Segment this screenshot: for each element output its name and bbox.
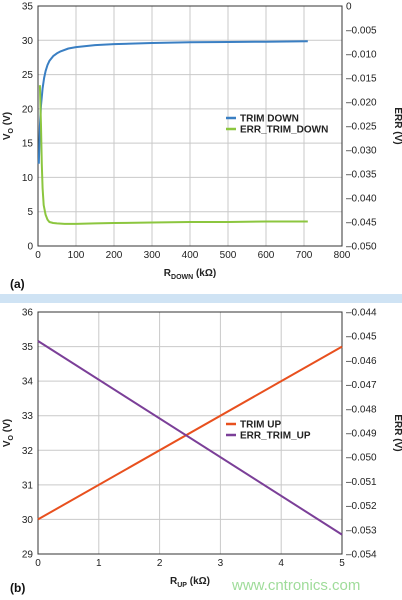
y-right-tick-label: –0.050	[346, 242, 377, 253]
y-left-tick-label: 5	[27, 207, 33, 218]
y-left-tick-label: 30	[22, 515, 34, 526]
y-right-tick-label: –0.053	[346, 525, 377, 536]
y-right-tick-label: –0.044	[346, 308, 377, 319]
y-left-axis-label-main: V	[2, 440, 13, 447]
y-left-tick-label: 35	[22, 342, 34, 353]
x-tick-label: 600	[258, 250, 275, 261]
y-left-axis-label-unit: (V)	[2, 112, 13, 128]
y-right-tick-label: –0.045	[346, 218, 377, 229]
legend-label: ERR_TRIM_DOWN	[240, 125, 328, 136]
series-line-trim-down	[37, 40, 308, 164]
y-left-tick-label: 29	[22, 550, 34, 561]
y-right-axis-label: ERR (V)	[392, 107, 402, 144]
y-right-tick-label: –0.030	[346, 146, 377, 157]
y-right-tick-label: –0.054	[346, 550, 377, 561]
y-right-axis-label: ERR (V)	[392, 414, 402, 451]
y-left-tick-label: 34	[22, 377, 34, 388]
legend-label: TRIM DOWN	[240, 114, 299, 125]
y-left-axis-label-sub: O	[8, 434, 15, 440]
legend-label: ERR_TRIM_UP	[240, 431, 311, 442]
y-right-tick-label: –0.045	[346, 332, 377, 343]
y-right-tick-label: –0.040	[346, 194, 377, 205]
x-tick-label: 3	[218, 558, 224, 569]
panel-divider	[0, 294, 402, 303]
y-right-tick-label: –0.051	[346, 477, 377, 488]
x-axis-label-sub: DOWN	[171, 274, 193, 281]
x-tick-label: 2	[157, 558, 163, 569]
y-right-tick-label: –0.025	[346, 122, 377, 133]
y-left-tick-label: 25	[22, 70, 34, 81]
y-right-tick-label: –0.047	[346, 380, 377, 391]
y-left-tick-label: 32	[22, 446, 34, 457]
y-left-axis-label-sub: O	[8, 127, 15, 133]
x-axis-label-main: R	[164, 268, 172, 279]
x-tick-label: 1	[96, 558, 102, 569]
x-axis-label: RDOWN (kΩ)	[164, 268, 216, 281]
y-left-tick-label: 36	[22, 308, 34, 319]
x-axis-label-unit: (kΩ)	[187, 576, 210, 587]
y-left-tick-label: 35	[22, 2, 34, 13]
y-right-tick-label: –0.050	[346, 453, 377, 464]
y-right-tick-label: –0.020	[346, 98, 377, 109]
x-axis-label: RUP (kΩ)	[170, 576, 210, 589]
panel-label-a: (a)	[10, 277, 25, 291]
x-tick-label: 100	[68, 250, 85, 261]
y-left-axis-label-unit: (V)	[2, 419, 13, 435]
y-right-tick-label: –0.010	[346, 50, 377, 61]
y-left-tick-label: 33	[22, 411, 34, 422]
x-tick-label: 0	[35, 250, 41, 261]
y-left-tick-label: 0	[27, 242, 33, 253]
x-tick-label: 800	[334, 250, 351, 261]
y-right-tick-label: 0	[346, 2, 352, 13]
y-right-tick-label: –0.015	[346, 74, 377, 85]
series-line-trim-up	[37, 345, 343, 521]
y-right-tick-label: –0.005	[346, 26, 377, 37]
x-tick-label: 700	[296, 250, 313, 261]
x-tick-label: 4	[278, 558, 284, 569]
x-tick-label: 5	[339, 558, 345, 569]
series-line-err-trim-up	[37, 340, 343, 536]
x-axis-label-main: R	[170, 576, 178, 587]
y-right-tick-label: –0.052	[346, 501, 377, 512]
x-tick-label: 400	[182, 250, 199, 261]
x-tick-label: 500	[220, 250, 237, 261]
y-left-tick-label: 20	[22, 104, 34, 115]
y-left-axis-label-main: V	[2, 133, 13, 140]
y-right-tick-label: –0.049	[346, 429, 377, 440]
y-left-axis-label: VO (V)	[2, 419, 15, 447]
plot-frame	[37, 311, 343, 555]
legend-label: TRIM UP	[240, 420, 281, 431]
panel-label-b: (b)	[10, 581, 25, 595]
y-left-tick-label: 30	[22, 36, 34, 47]
y-left-tick-label: 15	[22, 139, 34, 150]
x-axis-label-unit: (kΩ)	[193, 268, 216, 279]
y-right-tick-label: –0.046	[346, 356, 377, 367]
series-line-err-trim-down	[38, 85, 308, 225]
plot-frame	[37, 5, 343, 247]
x-axis-label-sub: UP	[177, 582, 187, 589]
x-tick-label: 300	[144, 250, 161, 261]
chart-trim-down: 0 100 200 300 400 500 600 700 800 0 5 10 15 20 25 30 35 0…	[2, 2, 402, 282]
watermark: www.cntronics.com	[231, 577, 360, 594]
y-left-axis-label: VO (V)	[2, 112, 15, 140]
x-tick-label: 0	[35, 558, 41, 569]
y-right-tick-label: –0.048	[346, 404, 377, 415]
x-tick-label: 200	[106, 250, 123, 261]
y-right-tick-label: –0.035	[346, 170, 377, 181]
y-left-tick-label: 10	[22, 173, 34, 184]
y-left-tick-label: 31	[22, 480, 34, 491]
